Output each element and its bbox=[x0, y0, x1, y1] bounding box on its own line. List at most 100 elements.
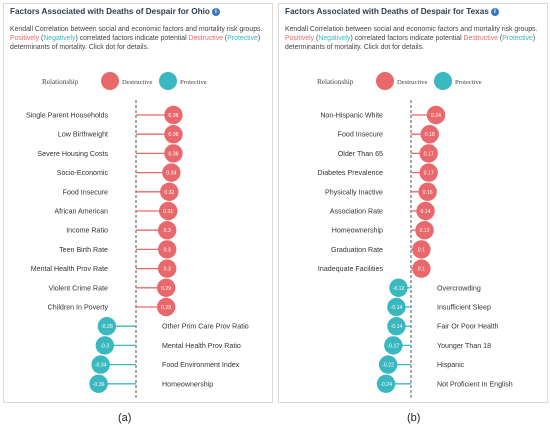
factor-label: Food Insecure bbox=[63, 188, 108, 196]
dot-value-label: 0.24 bbox=[431, 113, 441, 119]
factor-label: Fair Or Poor Health bbox=[437, 323, 499, 331]
factor-label: Violent Crime Rate bbox=[49, 284, 108, 292]
dot-value-label: 0.16 bbox=[423, 190, 433, 196]
desc-negatively: Negatively bbox=[318, 35, 351, 43]
lollipop-dot[interactable] bbox=[91, 355, 110, 374]
lollipop-dot[interactable] bbox=[412, 259, 431, 278]
dot-value-label: -0.12 bbox=[393, 286, 405, 292]
dot-value-label: 0.13 bbox=[419, 228, 429, 234]
x-tick-label: 0.6 bbox=[194, 402, 204, 403]
desc-protective: Protective bbox=[227, 35, 258, 43]
lollipop-dot[interactable] bbox=[162, 163, 181, 182]
x-tick-label: 0.4 bbox=[173, 402, 183, 403]
factor-label: Physically Inactive bbox=[325, 188, 383, 196]
dot-value-label: -0.22 bbox=[382, 363, 394, 369]
lollipop-dot[interactable] bbox=[387, 297, 406, 317]
caption-b: (b) bbox=[407, 412, 421, 424]
info-circle-icon[interactable]: i bbox=[490, 8, 499, 16]
dot-value-label: 0.29 bbox=[161, 286, 171, 292]
legend-title: Relationship bbox=[317, 78, 354, 86]
dot-value-label: -0.34 bbox=[95, 363, 107, 369]
lollipop-dot[interactable] bbox=[416, 201, 435, 221]
dot-value-label: 0.29 bbox=[161, 305, 171, 311]
desc-destructive: Destructive bbox=[188, 35, 223, 43]
desc-line: Kendall Correlation between social and e… bbox=[10, 26, 263, 33]
ohio-panel: Factors Associated with Deaths of Despai… bbox=[3, 3, 273, 403]
lollipop-dot[interactable] bbox=[158, 259, 177, 278]
lollipop-dot[interactable] bbox=[420, 125, 439, 144]
x-tick-label: -0.2 bbox=[384, 402, 396, 403]
lollipop-dot[interactable] bbox=[159, 201, 178, 221]
x-tick-label: 0.8 bbox=[215, 402, 225, 403]
texas-panel: Factors Associated with Deaths of Despai… bbox=[278, 3, 548, 403]
lollipop-dot[interactable] bbox=[156, 278, 176, 297]
x-tick-label: 0.0 bbox=[406, 402, 416, 403]
desc-end: determinants of mortality. Click dot for… bbox=[285, 44, 424, 52]
info-circle-icon[interactable]: i bbox=[211, 8, 220, 16]
factor-label: Diabetes Prevalence bbox=[318, 169, 384, 177]
factor-label: Younger Than 18 bbox=[437, 342, 491, 350]
lollipop-dot[interactable] bbox=[158, 240, 177, 259]
x-tick-label: 0.2 bbox=[427, 402, 437, 403]
lollipop-dot[interactable] bbox=[160, 182, 179, 201]
lollipop-dot[interactable] bbox=[95, 336, 115, 355]
dot-value-label: -0.24 bbox=[380, 382, 392, 388]
x-tick-label: -0.8 bbox=[47, 402, 59, 403]
x-tick-label: -1.0 bbox=[301, 402, 313, 403]
dot-value-label: 0.36 bbox=[168, 113, 178, 119]
x-tick-label: 1.0 bbox=[510, 402, 520, 403]
dot-value-label: 0.3 bbox=[164, 228, 171, 234]
lollipop-dot[interactable] bbox=[97, 317, 117, 336]
factor-label: Homeownership bbox=[162, 380, 213, 388]
dot-value-label: 0.36 bbox=[168, 151, 178, 157]
lollipop-dot[interactable] bbox=[418, 182, 437, 201]
desc-middle: correlated factors indicate potential bbox=[79, 35, 187, 43]
lollipop-dot[interactable] bbox=[158, 221, 177, 240]
dot-value-label: 0.32 bbox=[164, 190, 174, 196]
factor-label: Food Environment Index bbox=[162, 361, 240, 369]
dot-value-label: 0.34 bbox=[166, 171, 176, 177]
desc-positively: Positively bbox=[285, 35, 315, 43]
lollipop-dot[interactable] bbox=[384, 336, 403, 355]
factor-label: Mental Health Prov Ratio bbox=[162, 342, 241, 350]
lollipop-dot[interactable] bbox=[156, 297, 176, 317]
factor-label: Food Insecure bbox=[338, 131, 383, 139]
dot-value-label: 0.1 bbox=[418, 247, 425, 253]
factor-label: Homeownership bbox=[332, 227, 383, 235]
lollipop-dot[interactable] bbox=[164, 144, 183, 163]
x-tick-label: -0.8 bbox=[322, 402, 334, 403]
lollipop-dot[interactable] bbox=[419, 163, 438, 182]
ohio-lollipop-chart: Relationship Destructive Protective 0.36 Sin… bbox=[26, 72, 249, 403]
dot-value-label: -0.36 bbox=[93, 382, 105, 388]
lollipop-dot[interactable] bbox=[412, 240, 431, 259]
panel-title: Factors Associated with Deaths of Despai… bbox=[285, 7, 499, 16]
factor-label: Other Prim Care Prov Ratio bbox=[162, 323, 249, 331]
dot-value-label: -0.14 bbox=[391, 305, 403, 311]
lollipop-dot[interactable] bbox=[426, 105, 446, 125]
dot-value-label: 0.14 bbox=[421, 209, 431, 215]
dot-value-label: 0.17 bbox=[424, 151, 434, 157]
factor-label: Not Proficient In English bbox=[437, 380, 513, 388]
lollipop-dot[interactable] bbox=[387, 317, 406, 336]
legend-title: Relationship bbox=[42, 78, 79, 86]
lollipop-dot[interactable] bbox=[419, 144, 438, 163]
x-tick-label: 0.8 bbox=[490, 402, 500, 403]
legend-label-destructive: Destructive bbox=[397, 79, 427, 86]
factor-label: Mental Health Prov Rate bbox=[31, 265, 108, 273]
panel-description: Kendall Correlation between social and e… bbox=[285, 26, 538, 52]
lollipop-dot[interactable] bbox=[164, 125, 183, 144]
lollipop-dot[interactable] bbox=[376, 374, 396, 393]
panel-description: Kendall Correlation between social and e… bbox=[10, 26, 263, 52]
lollipop-dot[interactable] bbox=[89, 374, 108, 393]
dot-value-label: 0.17 bbox=[424, 171, 434, 177]
desc-positively: Positively bbox=[10, 35, 40, 43]
factor-label: Children In Poverty bbox=[48, 304, 109, 312]
caption-a: (a) bbox=[118, 412, 132, 424]
lollipop-dot[interactable] bbox=[164, 105, 183, 125]
factor-label: Single Parent Households bbox=[26, 112, 108, 120]
lollipop-dot[interactable] bbox=[415, 221, 434, 240]
x-tick-label: -1.0 bbox=[26, 402, 38, 403]
lollipop-dot[interactable] bbox=[389, 278, 408, 297]
factor-label: Socio-Economic bbox=[57, 169, 109, 177]
lollipop-dot[interactable] bbox=[378, 355, 398, 374]
